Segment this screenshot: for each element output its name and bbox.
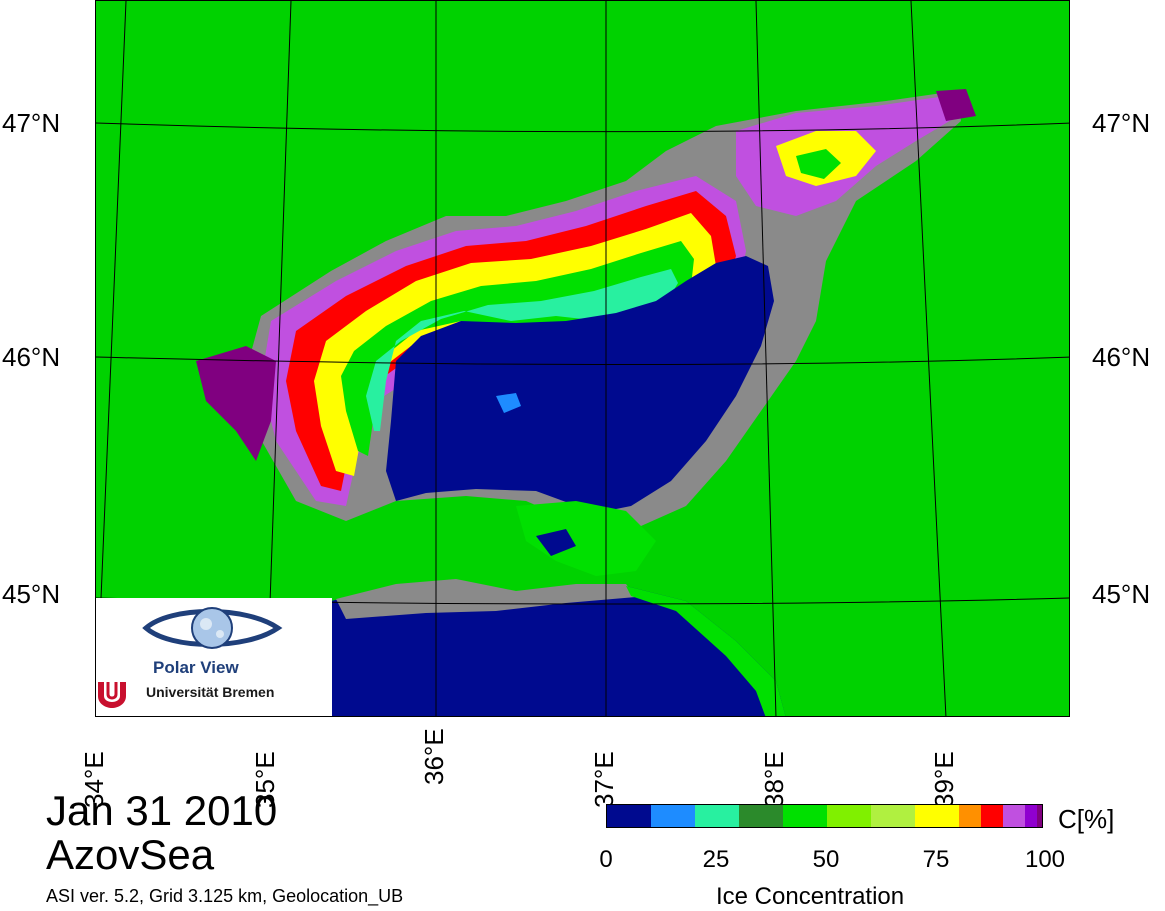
colorbar-tick-100: 100 xyxy=(1024,846,1066,873)
colorbar-segment xyxy=(959,805,981,827)
lat-label-45-right: 45°N xyxy=(1092,579,1151,609)
colorbar-segment xyxy=(783,805,827,827)
azov-open-water xyxy=(386,256,774,513)
colorbar-segment xyxy=(739,805,783,827)
taganrog-bay-dark xyxy=(936,89,976,121)
ice-concentration-map xyxy=(95,0,1070,717)
colorbar-segment xyxy=(871,805,915,827)
polar-view-logo: Polar View Universität Bremen xyxy=(96,598,332,716)
lat-label-46-right: 46°N xyxy=(1092,342,1151,372)
lon-label-38: 38°E xyxy=(759,751,789,808)
kerch-peninsula xyxy=(516,501,656,576)
lon-label-36: 36°E xyxy=(419,728,449,785)
concentration-colorbar xyxy=(606,804,1043,828)
colorbar-segment xyxy=(1025,805,1037,827)
lat-label-47-right: 47°N xyxy=(1092,108,1151,138)
colorbar-segment xyxy=(651,805,695,827)
graticule xyxy=(96,1,1069,716)
colorbar-tick-25: 25 xyxy=(702,846,730,873)
eye-globe-icon xyxy=(98,607,283,708)
logo-institution: Universität Bremen xyxy=(146,684,275,700)
lon-label-37: 37°E xyxy=(589,751,619,808)
lon-label-39: 39°E xyxy=(929,751,959,808)
colorbar-title: Ice Concentration xyxy=(716,883,905,910)
colorbar-tick-75: 75 xyxy=(922,846,950,873)
water-patch xyxy=(496,393,521,413)
lat-label-47-left: 47°N xyxy=(2,108,61,138)
region-name: AzovSea xyxy=(46,831,215,878)
sivash-ice xyxy=(196,346,276,461)
colorbar-segment xyxy=(607,805,651,827)
logo-name: Polar View xyxy=(153,658,239,677)
ice-band-low xyxy=(366,269,678,431)
colorbar-segment xyxy=(827,805,871,827)
map-canvas xyxy=(96,1,1069,716)
map-date: Jan 31 2010 xyxy=(46,787,278,834)
colorbar-segment xyxy=(981,805,1003,827)
lat-label-46-left: 46°N xyxy=(2,342,61,372)
taganrog-bay-green xyxy=(796,149,841,179)
kerch-strait-water xyxy=(536,529,576,556)
processing-info: ASI ver. 5.2, Grid 3.125 km, Geolocation… xyxy=(46,886,404,906)
crimea-coast-gray xyxy=(336,579,636,619)
lat-label-45-left: 45°N xyxy=(2,579,61,609)
colorbar-tick-0: 0 xyxy=(599,846,613,873)
colorbar-segment xyxy=(695,805,739,827)
black-sea-edge-band xyxy=(626,586,786,716)
colorbar-segment xyxy=(915,805,959,827)
black-sea-water xyxy=(331,581,786,716)
colorbar-segment xyxy=(1003,805,1025,827)
colorbar-tick-50: 50 xyxy=(812,846,840,873)
colorbar-unit: C[%] xyxy=(1058,804,1115,834)
colorbar-segment xyxy=(1037,805,1042,827)
